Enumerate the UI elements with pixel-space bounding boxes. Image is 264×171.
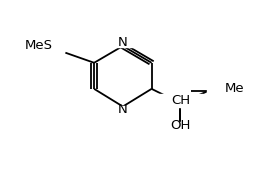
Text: Me: Me [225,82,244,95]
Text: MeS: MeS [25,40,53,52]
Bar [157,94,203,107]
Bar [109,38,137,47]
Bar [208,84,242,94]
Bar [109,106,137,114]
Text: N: N [118,103,128,116]
Text: CH: CH [171,94,190,107]
Bar [166,122,195,130]
Text: OH: OH [170,119,191,132]
Text: N: N [118,36,128,49]
